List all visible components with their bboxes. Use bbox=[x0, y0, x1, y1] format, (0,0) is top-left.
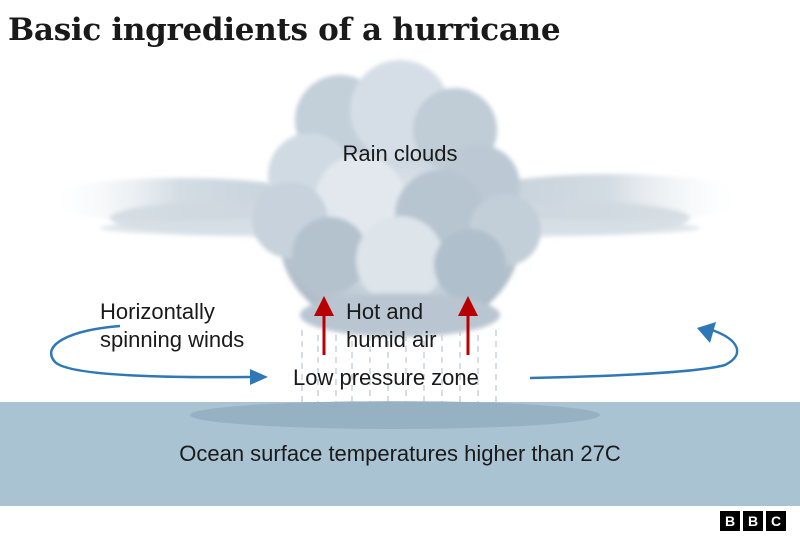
hot-air-label-line2: humid air bbox=[346, 327, 437, 352]
rain-clouds-label: Rain clouds bbox=[342, 141, 458, 166]
winds-label-line1: Horizontally bbox=[100, 299, 215, 324]
bbc-logo-letter-3: C bbox=[766, 511, 786, 531]
low-pressure-label: Low pressure zone bbox=[293, 365, 479, 390]
chart-title: Basic ingredients of a hurricane bbox=[8, 12, 561, 48]
hot-air-arrows bbox=[314, 296, 478, 355]
rain-streaks bbox=[301, 330, 497, 405]
hot-air-label-line1: Hot and bbox=[346, 299, 424, 324]
bbc-logo-letter-2: B bbox=[743, 511, 763, 531]
winds-label-line2: spinning winds bbox=[100, 327, 245, 352]
spinning-wind-arrows bbox=[49, 322, 739, 385]
bbc-logo: B B C bbox=[720, 511, 786, 531]
ocean-shadow bbox=[190, 401, 600, 429]
rain-cloud bbox=[252, 60, 541, 337]
bbc-logo-letter-1: B bbox=[720, 511, 740, 531]
ocean-label: Ocean surface temperatures higher than 2… bbox=[179, 441, 621, 466]
